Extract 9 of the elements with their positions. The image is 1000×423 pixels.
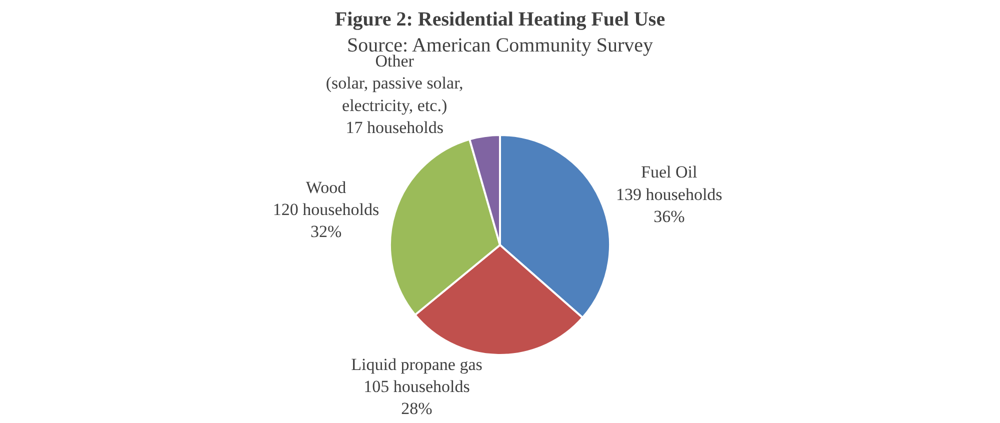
chart-title: Figure 2: Residential Heating Fuel Use xyxy=(334,8,666,30)
data-label: 105 households 28% xyxy=(364,377,470,418)
slice-label: Fuel Oil xyxy=(641,162,698,182)
slice-label: Wood xyxy=(306,178,347,198)
data-label: 120 households 32% xyxy=(272,200,380,242)
slice-label: Other (solar, passive solar, electricity, etc.) xyxy=(326,52,464,115)
data-label: 17 households xyxy=(346,118,444,137)
slice-label: Liquid propane gas xyxy=(351,354,482,374)
data-label: 139 households 36% xyxy=(616,184,722,226)
